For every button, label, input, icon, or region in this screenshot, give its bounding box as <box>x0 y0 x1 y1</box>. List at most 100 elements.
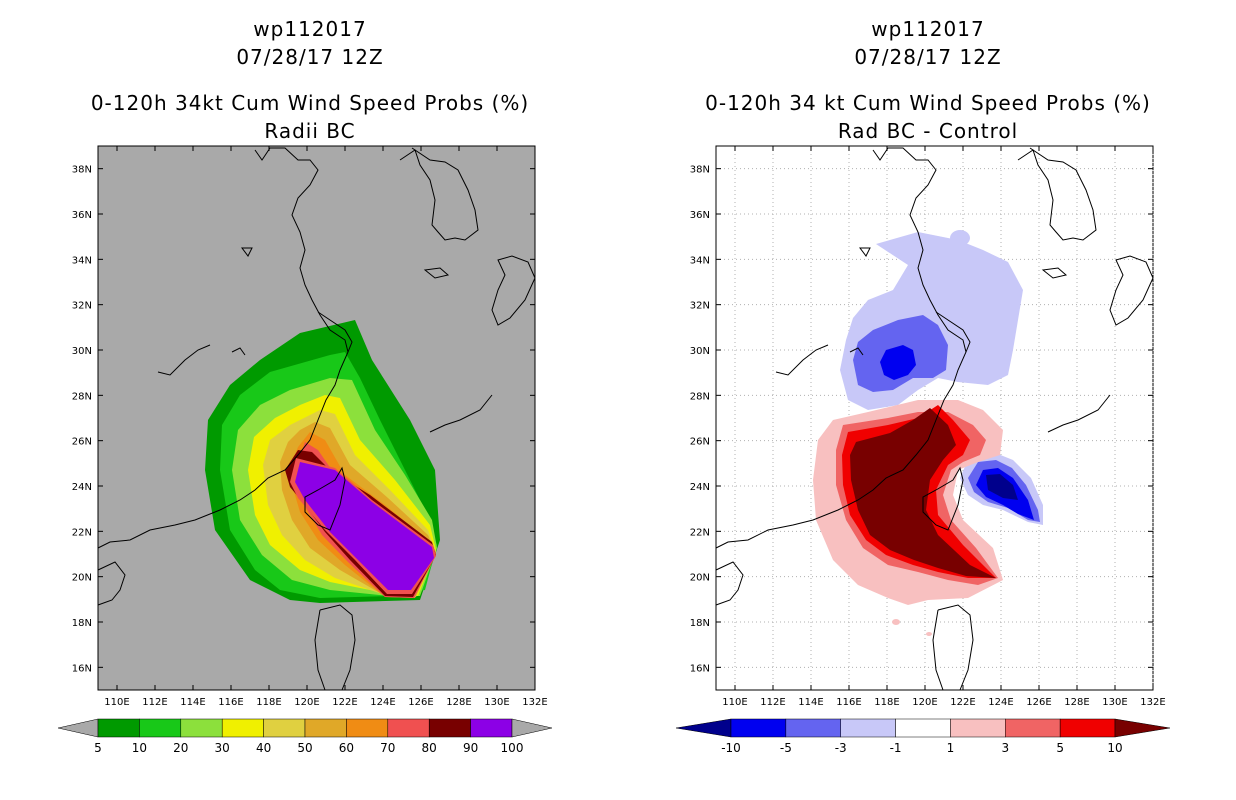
y-tick-label: 22N <box>72 527 92 538</box>
colorbar-label: 50 <box>297 741 312 755</box>
colorbar-swatch <box>428 718 471 738</box>
colorbar-swatch <box>221 718 264 738</box>
x-tick-label: 130E <box>1102 697 1127 708</box>
y-tick-label: 36N <box>690 210 710 221</box>
colorbar-left-arrow <box>675 718 732 738</box>
x-tick-label: 126E <box>1026 697 1051 708</box>
x-tick-label: 118E <box>256 697 281 708</box>
y-tick-label: 34N <box>72 255 92 266</box>
colorbar-swatch <box>304 718 347 738</box>
x-tick-label: 120E <box>912 697 937 708</box>
y-tick-label: 24N <box>690 482 710 493</box>
left-colorbar: 5 10 20 30 40 50 60 70 80 90 100 <box>57 718 553 755</box>
x-tick-label: 128E <box>446 697 471 708</box>
y-tick-label: 32N <box>690 301 710 312</box>
x-tick-label: 122E <box>950 697 975 708</box>
y-tick-label: 26N <box>690 437 710 448</box>
y-tick-label: 16N <box>690 663 710 674</box>
colorbar-label: 80 <box>422 741 437 755</box>
colorbar-swatch <box>346 718 389 738</box>
colorbar-swatch <box>387 718 430 738</box>
x-tick-label: 110E <box>104 697 129 708</box>
y-tick-label: 18N <box>72 618 92 629</box>
neg-blob-1 <box>950 230 970 246</box>
x-tick-label: 124E <box>988 697 1013 708</box>
right-colorbar: -10 -5 -3 -1 1 3 5 10 <box>675 718 1171 755</box>
y-tick-label: 28N <box>690 391 710 402</box>
colorbar-swatch <box>180 718 223 738</box>
colorbar-label: 5 <box>94 741 102 755</box>
x-tick-label: 132E <box>1140 697 1165 708</box>
y-tick-label: 38N <box>690 165 710 176</box>
colorbar-swatch <box>470 718 513 738</box>
colorbar-label: 1 <box>947 741 955 755</box>
pos-band-10 <box>850 408 996 578</box>
right-coastlines <box>715 147 1154 691</box>
x-tick-label: 122E <box>332 697 357 708</box>
colorbar-label: 60 <box>339 741 354 755</box>
left-title3: Radii BC <box>264 119 356 143</box>
right-diff-contours <box>813 230 1043 636</box>
neg-band-5 <box>880 345 916 380</box>
x-tick-label: 118E <box>874 697 899 708</box>
y-tick-label: 38N <box>72 165 92 176</box>
x-tick-label: 126E <box>408 697 433 708</box>
colorbar-swatch <box>840 718 896 738</box>
x-tick-label: 110E <box>722 697 747 708</box>
colorbar-swatch <box>895 718 951 738</box>
left-subtitle: 07/28/17 12Z <box>236 45 384 69</box>
colorbar-swatch <box>1059 718 1116 738</box>
colorbar-label: -3 <box>835 741 847 755</box>
colorbar-swatch <box>785 718 841 738</box>
x-tick-label: 124E <box>370 697 395 708</box>
x-tick-label: 128E <box>1064 697 1089 708</box>
colorbar-swatch <box>139 718 182 738</box>
colorbar-swatch <box>950 718 1006 738</box>
x-tick-label: 130E <box>484 697 509 708</box>
colorbar-right-arrow <box>1114 718 1171 738</box>
y-tick-label: 22N <box>690 527 710 538</box>
left-title2: 0-120h 34kt Cum Wind Speed Probs (%) <box>90 91 530 115</box>
colorbar-label: 90 <box>463 741 478 755</box>
colorbar-label: 20 <box>173 741 188 755</box>
left-map: 110E 112E 114E 116E 118E 120E 122E 124E 126E 128E… <box>57 145 553 755</box>
right-title2: 0-120h 34 kt Cum Wind Speed Probs (%) <box>705 91 1151 115</box>
colorbar-label: 100 <box>501 741 524 755</box>
y-tick-label: 28N <box>72 391 92 402</box>
left-title: wp112017 <box>253 17 367 41</box>
y-tick-label: 24N <box>72 482 92 493</box>
x-tick-label: 116E <box>218 697 243 708</box>
colorbar-label: 5 <box>1056 741 1064 755</box>
x-tick-label: 112E <box>760 697 785 708</box>
y-tick-label: 30N <box>72 346 92 357</box>
colorbar-label: 3 <box>1001 741 1009 755</box>
left-coastlines <box>97 147 536 691</box>
colorbar-swatch <box>263 718 306 738</box>
right-axes: 110E 112E 114E 116E 118E 120E 122E 124E 126E 128E… <box>690 146 1166 708</box>
y-tick-label: 18N <box>690 618 710 629</box>
colorbar-label: -10 <box>721 741 741 755</box>
left-axes: 110E 112E 114E 116E 118E 120E 122E 124E 126E 128E… <box>72 146 548 708</box>
neg-east-10 <box>986 474 1018 500</box>
y-tick-label: 20N <box>72 573 92 584</box>
y-tick-label: 32N <box>72 301 92 312</box>
pos-blob-1 <box>892 619 900 625</box>
colorbar-label: 30 <box>215 741 230 755</box>
y-tick-label: 16N <box>72 663 92 674</box>
colorbar-swatch <box>730 718 787 738</box>
colorbar-left-arrow <box>57 718 99 738</box>
x-tick-label: 116E <box>836 697 861 708</box>
x-tick-label: 132E <box>522 697 547 708</box>
right-title: wp112017 <box>871 17 985 41</box>
colorbar-swatch <box>97 718 140 738</box>
right-map: 110E 112E 114E 116E 118E 120E 122E 124E 126E 128E… <box>675 145 1171 755</box>
x-tick-label: 112E <box>142 697 167 708</box>
band-100 <box>295 462 434 590</box>
colorbar-right-arrow <box>511 718 553 738</box>
y-tick-label: 30N <box>690 346 710 357</box>
colorbar-label: 10 <box>1107 741 1122 755</box>
colorbar-label: -1 <box>890 741 902 755</box>
y-tick-label: 20N <box>690 573 710 584</box>
right-subtitle: 07/28/17 12Z <box>854 45 1002 69</box>
y-tick-label: 26N <box>72 437 92 448</box>
